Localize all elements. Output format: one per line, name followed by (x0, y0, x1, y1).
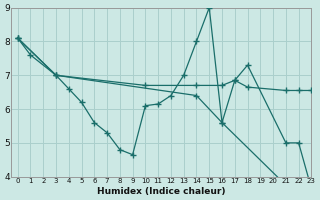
X-axis label: Humidex (Indice chaleur): Humidex (Indice chaleur) (97, 187, 226, 196)
